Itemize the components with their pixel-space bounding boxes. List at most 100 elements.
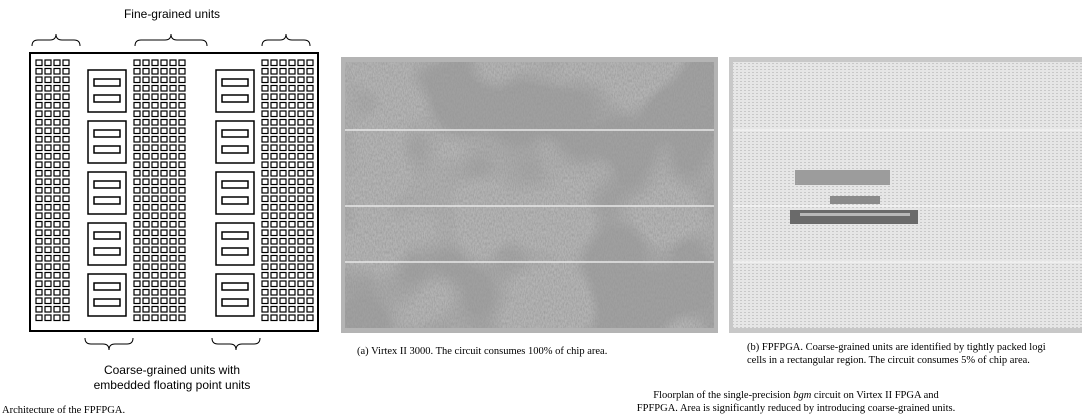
cell (143, 154, 149, 160)
cell (134, 103, 140, 109)
cell (134, 213, 140, 219)
cell (152, 154, 158, 160)
cell (262, 86, 268, 92)
cell (179, 222, 185, 228)
cell (45, 137, 51, 143)
cell (134, 264, 140, 270)
cell (179, 213, 185, 219)
cell (307, 290, 313, 296)
cell (298, 273, 304, 279)
cell (88, 70, 126, 112)
cell (307, 171, 313, 177)
cell (161, 264, 167, 270)
cell (170, 196, 176, 202)
cell (63, 273, 69, 279)
cell (262, 154, 268, 160)
cell (262, 239, 268, 245)
cell (170, 307, 176, 313)
cell (298, 103, 304, 109)
cell (298, 111, 304, 117)
cell (161, 145, 167, 151)
cell (307, 264, 313, 270)
cell (54, 128, 60, 134)
cell (36, 298, 42, 304)
cell (298, 188, 304, 194)
cell (45, 111, 51, 117)
cell (152, 239, 158, 245)
cell (152, 298, 158, 304)
cell (143, 315, 149, 321)
cell (170, 213, 176, 219)
cell (280, 230, 286, 236)
cell (280, 281, 286, 287)
cell (170, 120, 176, 126)
cell (170, 103, 176, 109)
cell (36, 179, 42, 185)
cell (134, 290, 140, 296)
cell (289, 103, 295, 109)
cell (36, 86, 42, 92)
cell (45, 290, 51, 296)
cell (36, 247, 42, 253)
cell (170, 290, 176, 296)
cell (262, 273, 268, 279)
cell (45, 120, 51, 126)
cell (262, 298, 268, 304)
cell (289, 60, 295, 66)
cell (134, 77, 140, 83)
cell (143, 247, 149, 253)
cell (134, 205, 140, 211)
cell (45, 281, 51, 287)
cell (143, 137, 149, 143)
cell (54, 315, 60, 321)
cell (262, 128, 268, 134)
cell (271, 137, 277, 143)
cell (289, 307, 295, 313)
cell (45, 171, 51, 177)
cell (170, 247, 176, 253)
cell (152, 213, 158, 219)
cell (289, 145, 295, 151)
caption: Architecture of the FPFPGA. (2, 405, 125, 416)
cell (152, 196, 158, 202)
cell (280, 222, 286, 228)
cell (54, 179, 60, 185)
subcaption: (b) FPFPGA. Coarse-grained units are ide… (747, 342, 1046, 353)
cell (54, 230, 60, 236)
cell (262, 307, 268, 313)
cell (170, 205, 176, 211)
cell (161, 86, 167, 92)
cell (152, 111, 158, 117)
cell (280, 171, 286, 177)
cell (45, 60, 51, 66)
cell (143, 188, 149, 194)
cell (161, 111, 167, 117)
cell (170, 69, 176, 75)
cell (36, 145, 42, 151)
cell (161, 137, 167, 143)
cell (134, 94, 140, 100)
cell (289, 171, 295, 177)
cell (36, 171, 42, 177)
cell (289, 239, 295, 245)
cell (179, 179, 185, 185)
cell (143, 281, 149, 287)
cell (134, 298, 140, 304)
cell (161, 247, 167, 253)
cell (45, 239, 51, 245)
cell (262, 120, 268, 126)
cell (45, 205, 51, 211)
cell (152, 281, 158, 287)
cell (271, 230, 277, 236)
cell (36, 239, 42, 245)
cell (170, 256, 176, 262)
cell (307, 196, 313, 202)
cell (289, 315, 295, 321)
cell (161, 205, 167, 211)
cell (179, 103, 185, 109)
cell (36, 128, 42, 134)
cell (143, 290, 149, 296)
cell (36, 281, 42, 287)
cell (134, 281, 140, 287)
cell (170, 222, 176, 228)
